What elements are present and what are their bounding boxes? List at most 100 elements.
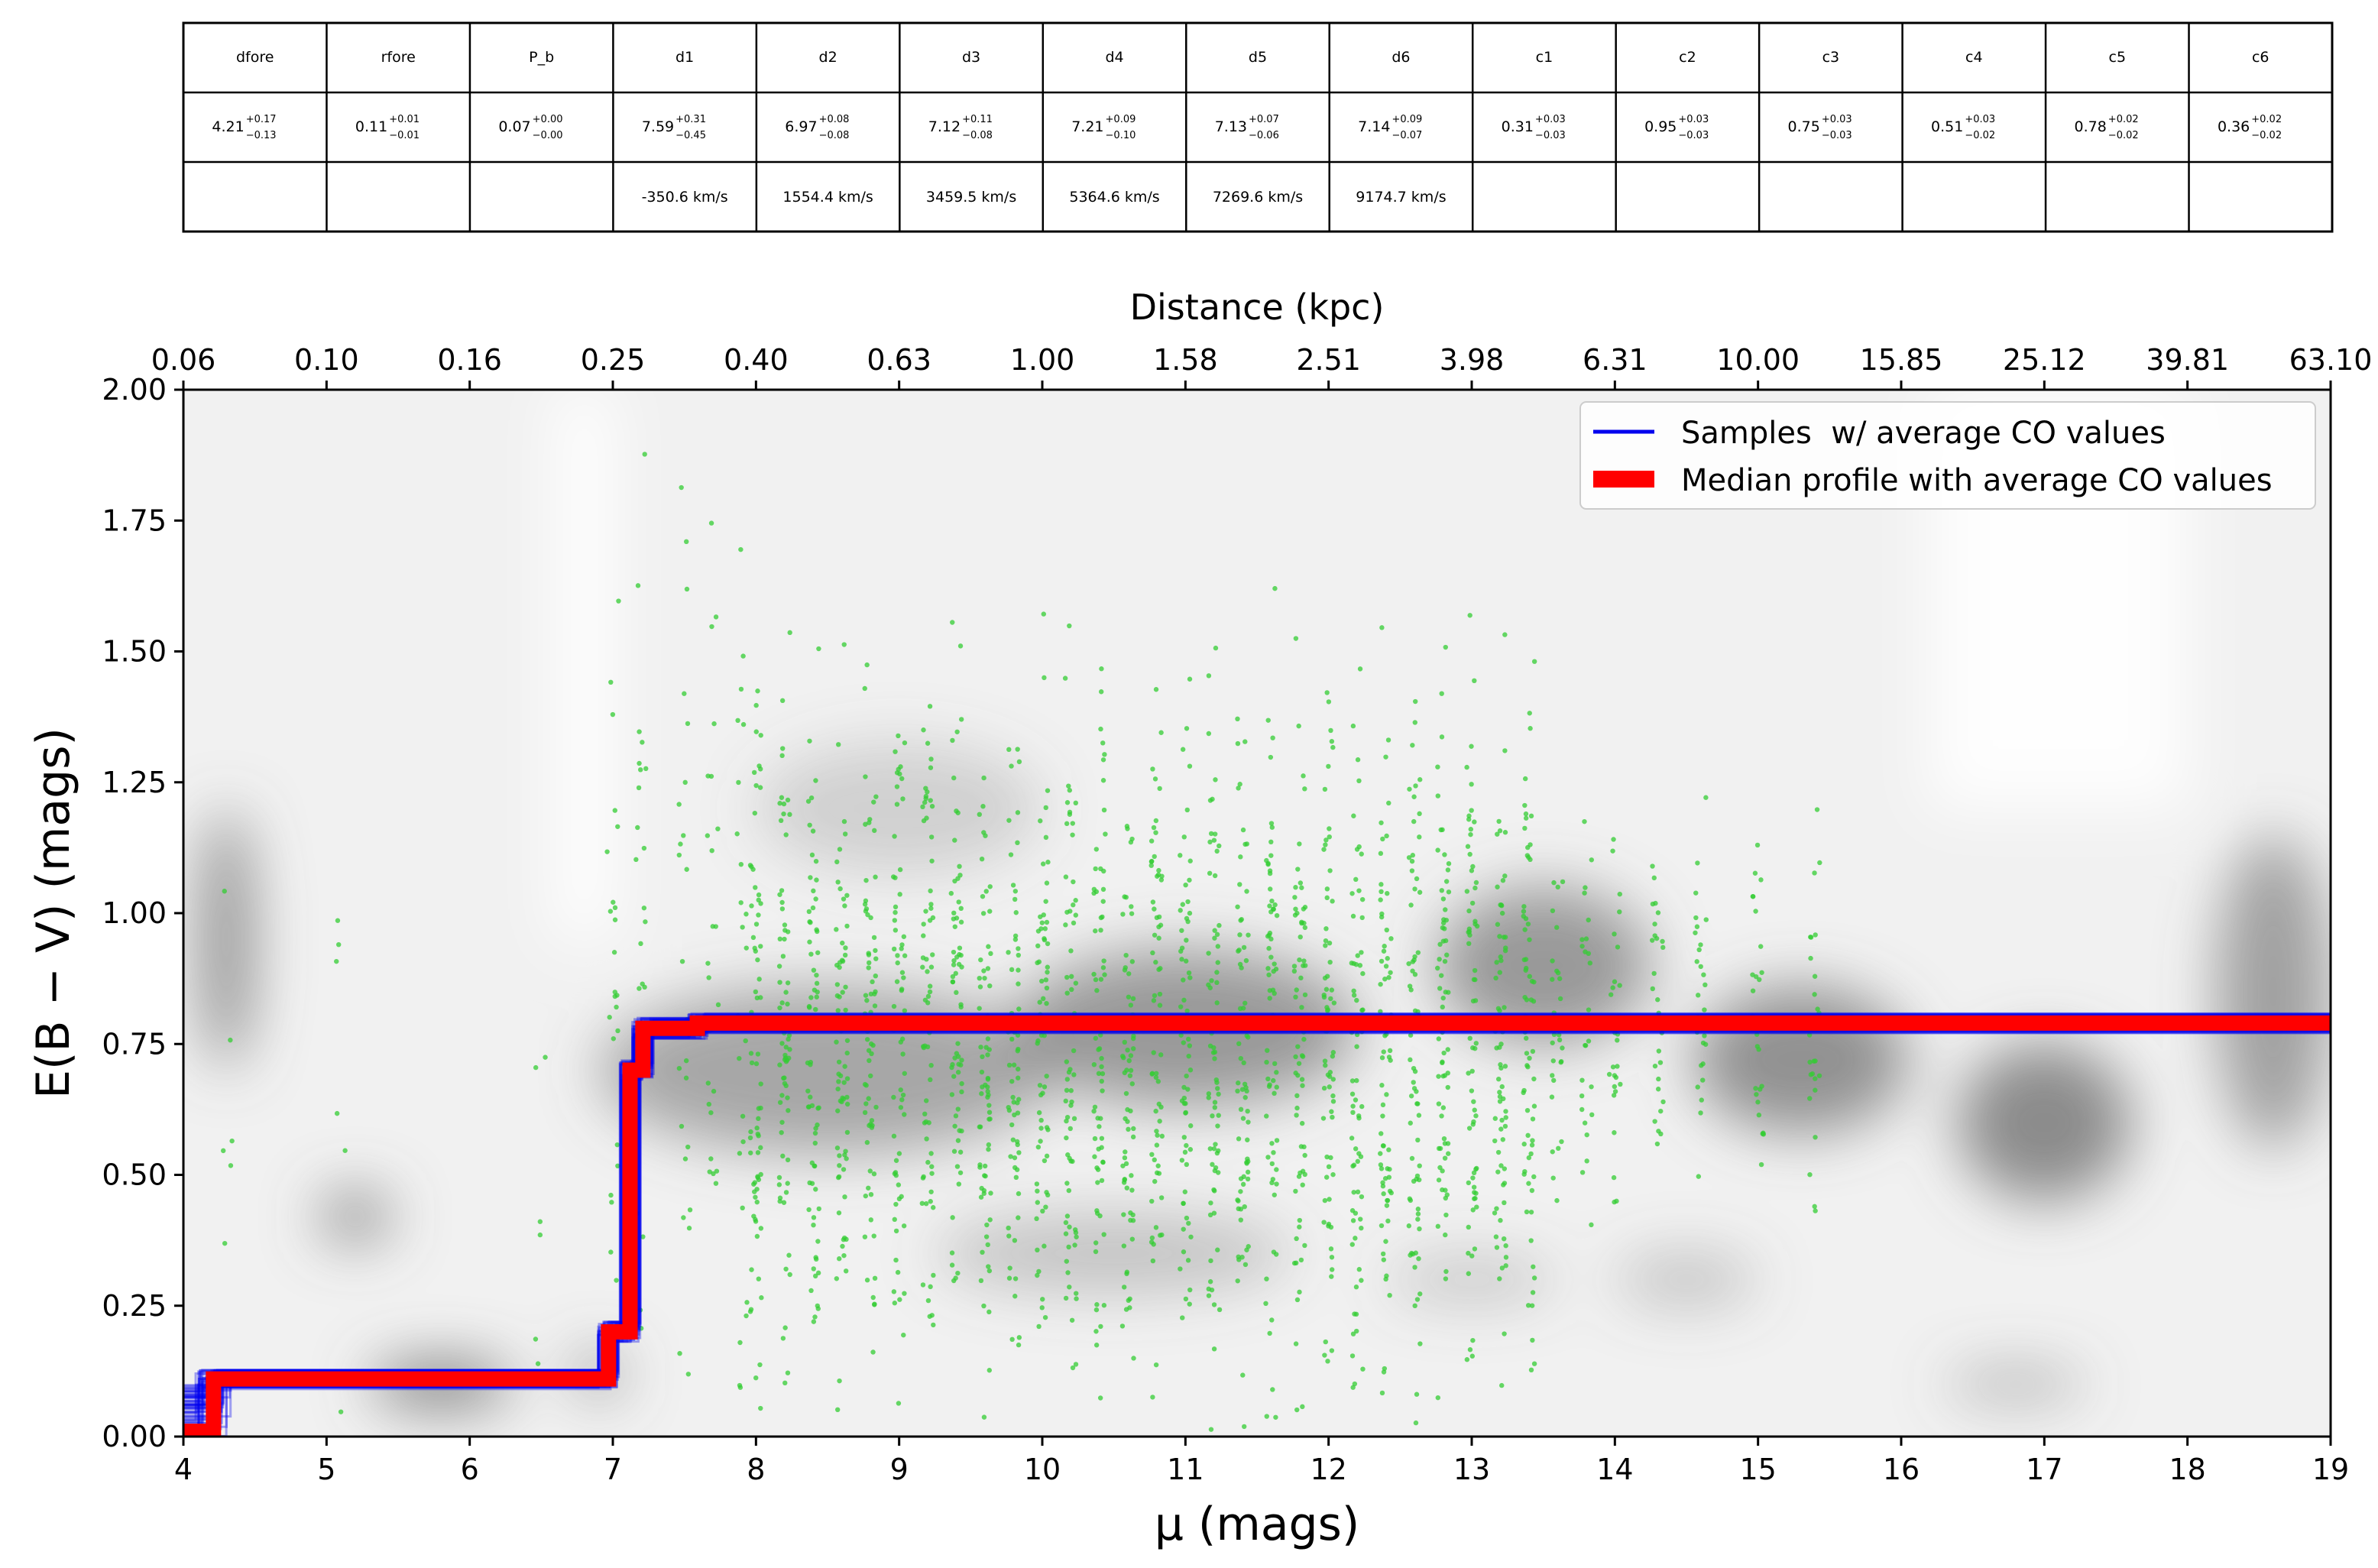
star-point (924, 815, 929, 821)
star-point (1102, 752, 1107, 757)
star-point (1328, 1155, 1333, 1161)
star-point (1694, 1029, 1700, 1035)
star-point (925, 1297, 931, 1304)
star-point (836, 1079, 841, 1084)
star-point (785, 929, 791, 935)
star-point (1242, 739, 1248, 744)
star-point (1652, 922, 1657, 927)
star-point (893, 1173, 899, 1178)
star-point (1074, 1291, 1079, 1296)
table-header-d1: d1 (675, 49, 694, 66)
star-point (1181, 1084, 1187, 1090)
star-point (737, 1340, 743, 1346)
star-point (897, 892, 902, 897)
star-point (756, 1116, 761, 1122)
star-point (1122, 1039, 1127, 1045)
star-point (1246, 1035, 1251, 1040)
star-point (1503, 1243, 1508, 1249)
star-point (1471, 1099, 1476, 1104)
median-profile (183, 1015, 2331, 1437)
star-point (1437, 1145, 1443, 1152)
star-point (1187, 1043, 1193, 1048)
star-point (1387, 1188, 1393, 1194)
star-point (1069, 974, 1074, 980)
star-point (872, 1275, 878, 1281)
star-point (1443, 644, 1448, 650)
star-point (844, 1129, 850, 1136)
star-point (834, 1276, 840, 1281)
star-point (896, 1401, 902, 1406)
star-point (1351, 1190, 1356, 1195)
star-point (950, 979, 956, 985)
star-point (985, 1094, 990, 1100)
star-point (1321, 994, 1327, 1000)
star-point (927, 704, 933, 709)
star-point (1382, 944, 1387, 949)
star-point (713, 1181, 719, 1186)
star-point (925, 993, 931, 999)
star-point (1652, 933, 1657, 938)
star-point (1157, 1119, 1162, 1124)
star-point (1130, 1134, 1136, 1140)
table-upper-error-c5: +0.02 (2108, 114, 2139, 125)
star-point (1435, 793, 1441, 799)
star-point (1499, 1382, 1505, 1388)
star-point (787, 812, 792, 818)
star-point (1100, 757, 1106, 763)
star-point (1380, 836, 1385, 842)
star-point (805, 1104, 812, 1110)
star-point (1472, 1196, 1477, 1201)
star-point (1498, 1126, 1504, 1132)
star-point (1324, 974, 1330, 979)
star-point (813, 858, 819, 864)
star-point (1321, 847, 1327, 852)
star-point (901, 1223, 907, 1229)
star-point (1388, 970, 1393, 975)
star-point (1131, 1356, 1136, 1361)
star-point (1660, 1099, 1666, 1105)
star-point (929, 803, 935, 809)
star-point (777, 892, 782, 897)
star-point (1379, 1223, 1385, 1229)
star-point (1549, 1094, 1555, 1100)
star-point (985, 1036, 991, 1042)
star-point (758, 1226, 764, 1231)
star-point (1044, 1125, 1050, 1130)
top-tick-label: 0.25 (581, 343, 646, 377)
star-point (955, 1070, 961, 1075)
star-point (951, 775, 957, 781)
star-point (1349, 1091, 1356, 1097)
star-point (1006, 1225, 1011, 1231)
star-point (1294, 1093, 1300, 1099)
star-point (1180, 747, 1186, 752)
star-point (1523, 1035, 1529, 1041)
star-point (1350, 723, 1356, 729)
star-point (1042, 937, 1048, 943)
star-point (635, 583, 641, 588)
star-point (1211, 1210, 1217, 1216)
star-point (1038, 1126, 1044, 1131)
star-point (1555, 970, 1561, 976)
star-point (1360, 970, 1366, 977)
star-point (839, 1099, 844, 1105)
star-point (1550, 908, 1556, 914)
star-point (737, 1055, 742, 1061)
star-point (811, 1215, 817, 1220)
star-point (1807, 1171, 1813, 1178)
star-point (711, 1171, 716, 1177)
star-point (1494, 1206, 1499, 1211)
star-point (1439, 888, 1444, 893)
star-point (805, 799, 812, 804)
star-point (1245, 1176, 1251, 1182)
star-point (1499, 1084, 1505, 1090)
star-point (902, 740, 908, 746)
star-point (1238, 1207, 1244, 1212)
star-point (1412, 972, 1418, 977)
star-point (1065, 1152, 1071, 1158)
star-point (1064, 821, 1070, 827)
star-point (1502, 935, 1508, 940)
star-point (1244, 889, 1249, 894)
star-point (1210, 796, 1215, 802)
star-point (1438, 827, 1443, 833)
star-point (1355, 953, 1360, 958)
